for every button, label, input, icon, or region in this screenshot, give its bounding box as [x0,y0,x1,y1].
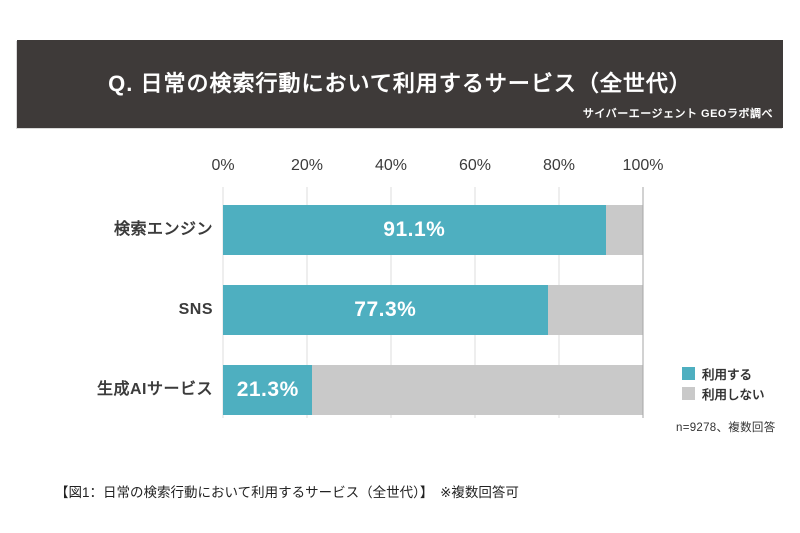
legend-item: 利用しない [682,386,765,402]
bar-segment-use: 77.3% [223,285,548,335]
bar-segment-notuse: 91.1% [223,205,643,255]
bar-value-label: 77.3% [354,298,417,321]
legend-swatch [682,366,695,380]
bar-segment-use: 21.3% [223,365,313,415]
bar-row: 検索エンジン 91.1% [0,205,800,255]
legend-label: 利用する [702,367,753,382]
x-axis: 0% 20% 40% 60% 80% 100% [211,157,663,179]
x-axis-tick-80%: 80% [542,157,576,174]
x-axis-tick-100%: 100% [622,157,664,174]
gridline [642,187,644,418]
sample-size-note: n=9278、複数回答 [676,422,776,434]
bar-segment-use: 91.1% [223,205,606,255]
survey-credit: サイバーエージェント GEOラボ調べ [582,108,773,120]
x-axis-tick-0%: 0% [211,157,235,174]
bar-rows: 検索エンジン 91.1% SNS 77.3% 生成AIサービス 21.3% [0,205,800,420]
legend: 利用する 利用しない [682,366,765,406]
chart-question-title: Q. 日常の検索行動において利用するサービス（全世代） [108,71,692,96]
category-label: SNS [178,301,213,318]
category-label: 生成AIサービス [96,381,213,398]
x-axis-tick-60%: 60% [458,157,492,174]
x-axis-tick-20%: 20% [290,157,324,174]
legend-item: 利用する [682,366,765,382]
bar-row: 生成AIサービス 21.3% [0,365,800,415]
legend-swatch [682,386,695,400]
figure-caption: 【図1：日常の検索行動において利用するサービス（全世代）】 ※複数回答可 [55,485,519,500]
bar-segment-notuse: 21.3% [223,365,643,415]
bar-value-label: 91.1% [383,218,446,241]
bar-value-label: 21.3% [236,378,299,401]
bar-row: SNS 77.3% [0,285,800,335]
category-label: 検索エンジン [113,221,213,238]
header-band: Q. 日常の検索行動において利用するサービス（全世代） サイバーエージェント G… [17,40,783,128]
legend-label: 利用しない [702,387,765,402]
bar-segment-notuse: 77.3% [223,285,643,335]
x-axis-tick-40%: 40% [374,157,408,174]
